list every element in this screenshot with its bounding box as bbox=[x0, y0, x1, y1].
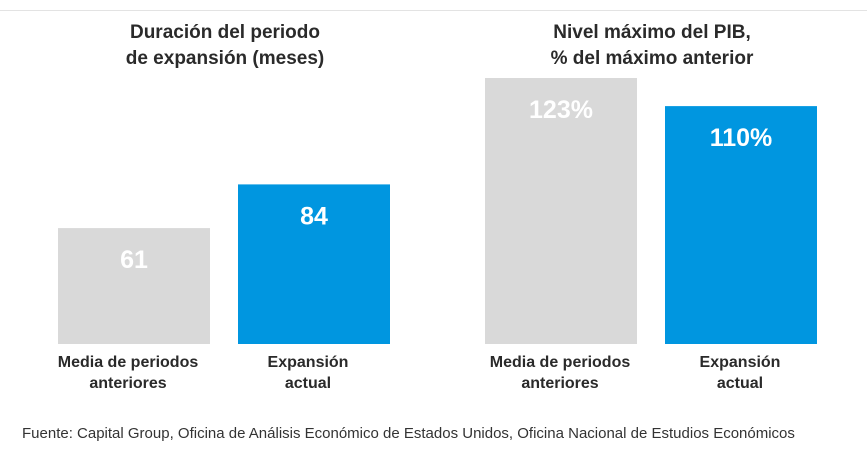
category-label-line-2: anteriores bbox=[89, 375, 167, 392]
chart-panel-expansion-duration: Duración del periodo de expansión (meses… bbox=[40, 0, 410, 400]
category-label-line-1: Expansión bbox=[699, 354, 781, 371]
chart-title-line-1: Duración del periodo bbox=[129, 22, 321, 43]
chart-title-line-2: % del máximo anterior bbox=[550, 48, 754, 69]
category-label-line-1: Media de periodos bbox=[489, 354, 631, 371]
category-label-line-2: anteriores bbox=[521, 375, 599, 392]
chart-title-line-2: de expansión (meses) bbox=[125, 48, 325, 69]
bar bbox=[485, 78, 637, 344]
category-label-line-1: Expansión bbox=[267, 354, 349, 371]
bar-value-label: 110% bbox=[710, 124, 773, 152]
category-label-line-2: actual bbox=[716, 375, 764, 392]
chart-title: Duración del periodo de expansión (meses… bbox=[40, 20, 410, 72]
category-label: Media de periodos anteriores bbox=[43, 352, 213, 394]
bar-value-label: 61 bbox=[120, 246, 148, 274]
bar-plot: 123% 110% bbox=[485, 78, 817, 344]
top-divider bbox=[0, 10, 867, 11]
category-label: Expansión actual bbox=[223, 352, 393, 394]
source-note: Fuente: Capital Group, Oficina de Anális… bbox=[22, 425, 795, 442]
chart-panel-gdp-peak: Nivel máximo del PIB, % del máximo anter… bbox=[467, 0, 837, 400]
bar bbox=[665, 106, 817, 344]
chart-title-line-1: Nivel máximo del PIB, bbox=[553, 22, 751, 43]
bar-plot: 61 84 bbox=[58, 184, 390, 344]
bar bbox=[58, 228, 210, 344]
category-label: Media de periodos anteriores bbox=[475, 352, 645, 394]
bar-value-label: 84 bbox=[300, 202, 328, 230]
bar-value-label: 123% bbox=[529, 96, 593, 124]
category-label-line-1: Media de periodos bbox=[57, 354, 199, 371]
chart-title: Nivel máximo del PIB, % del máximo anter… bbox=[467, 20, 837, 72]
category-label: Expansión actual bbox=[655, 352, 825, 394]
bar bbox=[238, 184, 390, 344]
category-label-line-2: actual bbox=[284, 375, 332, 392]
